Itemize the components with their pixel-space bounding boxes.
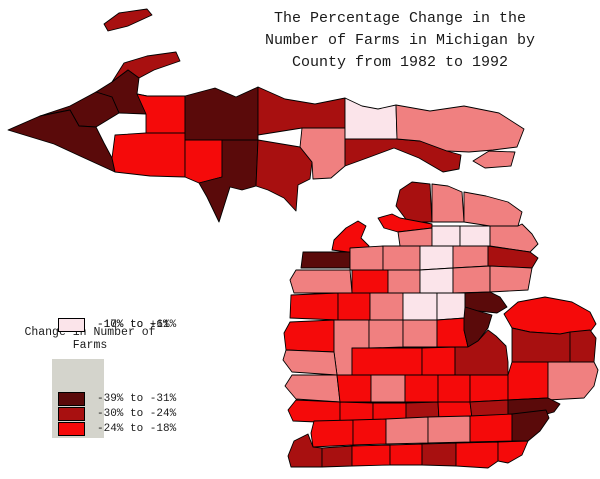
county-iron xyxy=(111,132,186,178)
county-cheboygan xyxy=(431,183,465,223)
legend-swatch-red xyxy=(58,422,85,436)
county-st-clair xyxy=(547,361,599,401)
legend-swatch-dark-red xyxy=(58,407,85,421)
county-grand-traverse xyxy=(349,245,384,271)
county-crawford xyxy=(419,245,454,271)
county-monroe xyxy=(497,440,529,464)
county-otsego xyxy=(431,225,461,247)
county-kalkaska xyxy=(382,245,421,271)
county-allegan xyxy=(287,399,341,424)
county-muskegon xyxy=(282,349,338,376)
county-benzie xyxy=(300,251,351,269)
legend-label: -39% to -31% xyxy=(97,393,177,405)
county-alcona xyxy=(487,245,539,269)
map-title: The Percentage Change in the Number of F… xyxy=(264,10,536,71)
county-lake xyxy=(337,292,371,321)
county-manistee xyxy=(289,269,353,294)
county-iosco xyxy=(489,265,533,293)
county-dickinson xyxy=(184,139,223,184)
county-berrien xyxy=(287,433,323,468)
county-oscoda xyxy=(452,245,489,269)
county-washtenaw xyxy=(469,413,513,443)
county-lapeer xyxy=(507,361,549,401)
county-lenawee xyxy=(455,441,499,469)
county-van-buren xyxy=(310,419,354,448)
county-clinton xyxy=(404,374,439,403)
legend-label: -24% to -18% xyxy=(97,423,177,435)
county-montmorency xyxy=(459,225,491,247)
county-isabella xyxy=(402,319,438,348)
county-clare xyxy=(402,292,438,321)
county-isle-royale xyxy=(103,8,153,32)
county-emmet xyxy=(395,181,433,223)
county-montcalm xyxy=(351,347,423,376)
county-gladwin xyxy=(436,292,466,321)
county-genesee xyxy=(469,374,509,403)
county-wexford xyxy=(351,269,389,294)
county-kalamazoo xyxy=(352,418,387,446)
county-chippewa-drummond xyxy=(472,150,516,169)
legend-label: -10% to +6% xyxy=(97,319,170,331)
county-branch xyxy=(389,443,423,466)
county-huron xyxy=(503,296,597,335)
legend-label: -17% to -11% xyxy=(97,319,177,331)
county-wayne xyxy=(511,409,550,442)
county-gratiot xyxy=(421,346,456,376)
county-gogebic xyxy=(7,109,116,173)
county-presque-isle xyxy=(463,191,523,227)
county-chippewa xyxy=(395,104,525,153)
legend-label: -30% to -24% xyxy=(97,408,177,420)
legend-title: Change in Number of Farms xyxy=(24,326,156,352)
county-roscommon xyxy=(419,267,454,294)
county-jackson xyxy=(427,415,471,444)
county-ottawa xyxy=(284,374,341,403)
county-st-joseph xyxy=(351,444,391,467)
county-oceana xyxy=(283,319,335,353)
legend-swatch-dark-maroon xyxy=(58,392,85,406)
legend-swatch-light-pink xyxy=(58,318,85,332)
county-sanilac xyxy=(569,329,597,363)
county-mecosta xyxy=(368,319,404,349)
county-ionia xyxy=(370,374,406,403)
county-kent xyxy=(336,374,372,403)
county-hillsdale xyxy=(421,442,457,467)
county-missaukee xyxy=(387,269,421,294)
county-cass xyxy=(321,445,353,468)
county-mason xyxy=(289,292,339,321)
county-marquette xyxy=(184,86,259,141)
county-ogemaw xyxy=(452,265,491,294)
county-osceola xyxy=(369,292,404,321)
county-luce xyxy=(344,97,398,140)
county-midland xyxy=(436,317,469,348)
county-calhoun xyxy=(385,416,429,445)
county-shiawassee xyxy=(437,374,471,403)
